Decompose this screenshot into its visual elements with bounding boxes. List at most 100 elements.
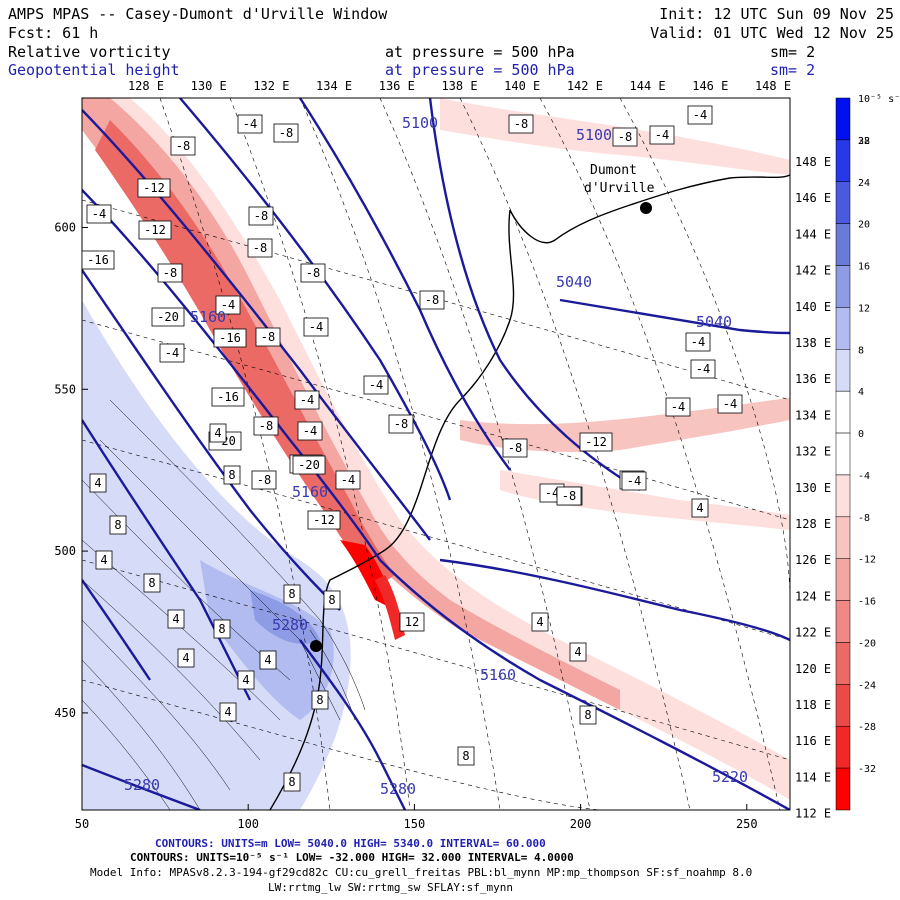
vorticity-label-box	[251, 470, 277, 490]
vorticity-label-box	[213, 328, 247, 348]
vorticity-label: -4	[309, 320, 323, 334]
vorticity-label-box	[621, 471, 647, 491]
height-contour-label: 5100	[576, 126, 612, 144]
vorticity-label: -12	[143, 181, 165, 195]
vorticity-label-box	[649, 125, 675, 145]
vorticity-label-box	[237, 114, 263, 134]
vorticity-label-box	[399, 612, 425, 632]
vorticity-label: -16	[217, 390, 239, 404]
top-lon-label: 132 E	[253, 79, 289, 93]
vorticity-label-box	[419, 290, 445, 310]
colorbar-tick-label: 24	[858, 178, 870, 189]
top-lon-label: 134 E	[316, 79, 352, 93]
valid-time: Valid: 01 UTC Wed 12 Nov 25	[650, 24, 894, 42]
vorticity-label: -20	[157, 310, 179, 324]
right-lon-label: 140 E	[795, 300, 831, 314]
vorticity-label-box	[691, 498, 709, 518]
colorbar-swatch	[835, 558, 851, 601]
vorticity-label: -8	[508, 441, 522, 455]
vorticity-label: -8	[163, 266, 177, 280]
vorticity-label: 4	[536, 615, 543, 629]
colorbar-tick-label: -32	[858, 764, 876, 775]
footer-model-info: Model Info: MPASv8.2.3-194-gf29cd82c CU:…	[90, 866, 752, 879]
vorticity-label: -20	[298, 458, 320, 472]
colorbar-swatch	[835, 390, 851, 434]
y-tick-label: 550	[54, 382, 76, 396]
vorticity-label-box	[311, 690, 329, 710]
colorbar-swatch	[835, 265, 851, 308]
y-tick-label: 500	[54, 544, 76, 558]
vorticity-label-box	[209, 423, 227, 443]
dumont-durville-station	[640, 202, 652, 214]
colorbar-tick-label: -28	[858, 722, 876, 733]
vorticity-label-box	[388, 414, 414, 434]
vorticity-label-box	[137, 178, 171, 198]
colorbar-swatch	[835, 139, 851, 183]
vorticity-label: -8	[253, 241, 267, 255]
plot-frame	[81, 97, 791, 811]
vorticity-label: -8	[261, 330, 275, 344]
positive-vorticity-core	[200, 560, 334, 720]
vorticity-label-box	[335, 470, 361, 490]
right-lon-label: 146 E	[795, 191, 831, 205]
field2-level: at pressure = 500 hPa	[385, 61, 575, 79]
vorticity-label: -4	[671, 400, 685, 414]
colorbar-swatch	[835, 97, 851, 141]
vorticity-label: 4	[264, 653, 271, 667]
vorticity-label-box	[690, 359, 716, 379]
vorticity-label-box	[294, 390, 320, 410]
colorbar-swatch	[835, 767, 851, 811]
right-lon-label: 138 E	[795, 336, 831, 350]
vorticity-label-box	[569, 642, 587, 662]
right-lon-label: 148 E	[795, 155, 831, 169]
colorbar-tick-label: -8	[858, 513, 870, 524]
colorbar-tick-label: -16	[858, 597, 876, 608]
right-lon-label: 120 E	[795, 662, 831, 676]
vorticity-label-box	[283, 584, 301, 604]
colorbar-tick-label: 32	[858, 136, 870, 147]
top-lon-label: 138 E	[441, 79, 477, 93]
vorticity-label-box	[612, 127, 638, 147]
field1-smoothing: sm= 2	[770, 43, 815, 61]
colorbar-tick-label: 16	[858, 262, 870, 273]
height-labels: 5040 5040 5100 5100 5160 5160 5160 5220 5280 5280…	[124, 114, 748, 798]
vorticity-label: 4	[214, 426, 221, 440]
height-contour-label: 5100	[402, 114, 438, 132]
vorticity-label-box	[502, 438, 528, 458]
right-lon-label: 132 E	[795, 445, 831, 459]
vorticity-label: -4	[696, 362, 710, 376]
vorticity-label-box	[283, 772, 301, 792]
vorticity-label: 8	[316, 693, 323, 707]
right-lon-label: 144 E	[795, 227, 831, 241]
vorticity-label-box	[143, 573, 161, 593]
vorticity-label-box	[273, 123, 299, 143]
vorticity-label-box	[237, 670, 255, 690]
vorticity-label-box	[81, 250, 115, 270]
y-tick-label: 600	[54, 220, 76, 234]
vorticity-label: -4	[723, 397, 737, 411]
right-lon-label: 130 E	[795, 481, 831, 495]
vorticity-label: -8	[279, 126, 293, 140]
vorticity-label: -8	[257, 473, 271, 487]
vorticity-label: 8	[148, 576, 155, 590]
top-lon-label: 146 E	[692, 79, 728, 93]
vorticity-label: -12	[144, 223, 166, 237]
field1-name: Relative vorticity	[8, 43, 171, 61]
place-dumont: Dumont	[590, 163, 637, 178]
vorticity-label: 8	[462, 749, 469, 763]
colorbar-units: 10⁻⁵ s⁻¹	[858, 94, 900, 105]
vorticity-label-box	[531, 612, 549, 632]
vorticity-label-box	[89, 473, 107, 493]
vorticity-label: -4	[545, 486, 559, 500]
vorticity-label: 4	[242, 673, 249, 687]
field1-level: at pressure = 500 hPa	[385, 43, 575, 61]
vorticity-label-box	[303, 317, 329, 337]
vorticity-label-box	[685, 332, 711, 352]
footer-schemes: LW:rrtmg_lw SW:rrtmg_sw SFLAY:sf_mynn	[268, 881, 513, 894]
place-durville: d'Urville	[584, 181, 655, 196]
right-lon-label: 124 E	[795, 589, 831, 603]
colorbar-tick-label: 4	[858, 387, 864, 398]
vorticity-label: -4	[243, 117, 257, 131]
colorbar-swatch	[835, 600, 851, 643]
vorticity-label: -4	[92, 207, 106, 221]
